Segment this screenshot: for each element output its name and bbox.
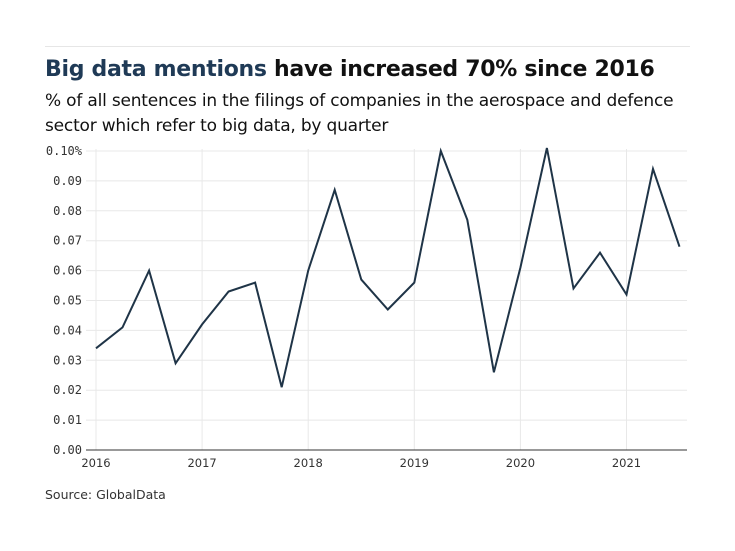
title-highlight: Big data mentions [45,57,267,82]
x-tick-label: 2020 [506,456,535,470]
y-tick-label: 0.09 [53,174,82,188]
x-tick-label: 2018 [294,456,323,470]
y-tick-label: 0.06 [53,264,82,278]
y-tick-label: 0.00 [53,443,82,457]
data-line [95,147,681,388]
x-tick-label: 2021 [612,456,641,470]
chart-title: Big data mentions have increased 70% sin… [45,57,655,82]
top-rule [45,46,690,47]
y-tick-label: 0.03 [53,353,82,367]
chart-subtitle: % of all sentences in the filings of com… [45,91,674,136]
title-rest: have increased 70% since 2016 [266,57,655,82]
y-tick-label: 0.04 [53,323,82,337]
y-tick-label: 0.10% [46,144,83,158]
x-tick-label: 2017 [187,456,216,470]
x-tick-label: 2019 [400,456,429,470]
y-tick-label: 0.07 [53,234,82,248]
source-note: Source: GlobalData [45,487,166,502]
y-tick-label: 0.05 [53,294,82,308]
y-tick-label: 0.08 [53,204,82,218]
y-tick-label: 0.01 [53,413,82,427]
y-tick-label: 0.02 [53,383,82,397]
x-tick-label: 2016 [81,456,110,470]
